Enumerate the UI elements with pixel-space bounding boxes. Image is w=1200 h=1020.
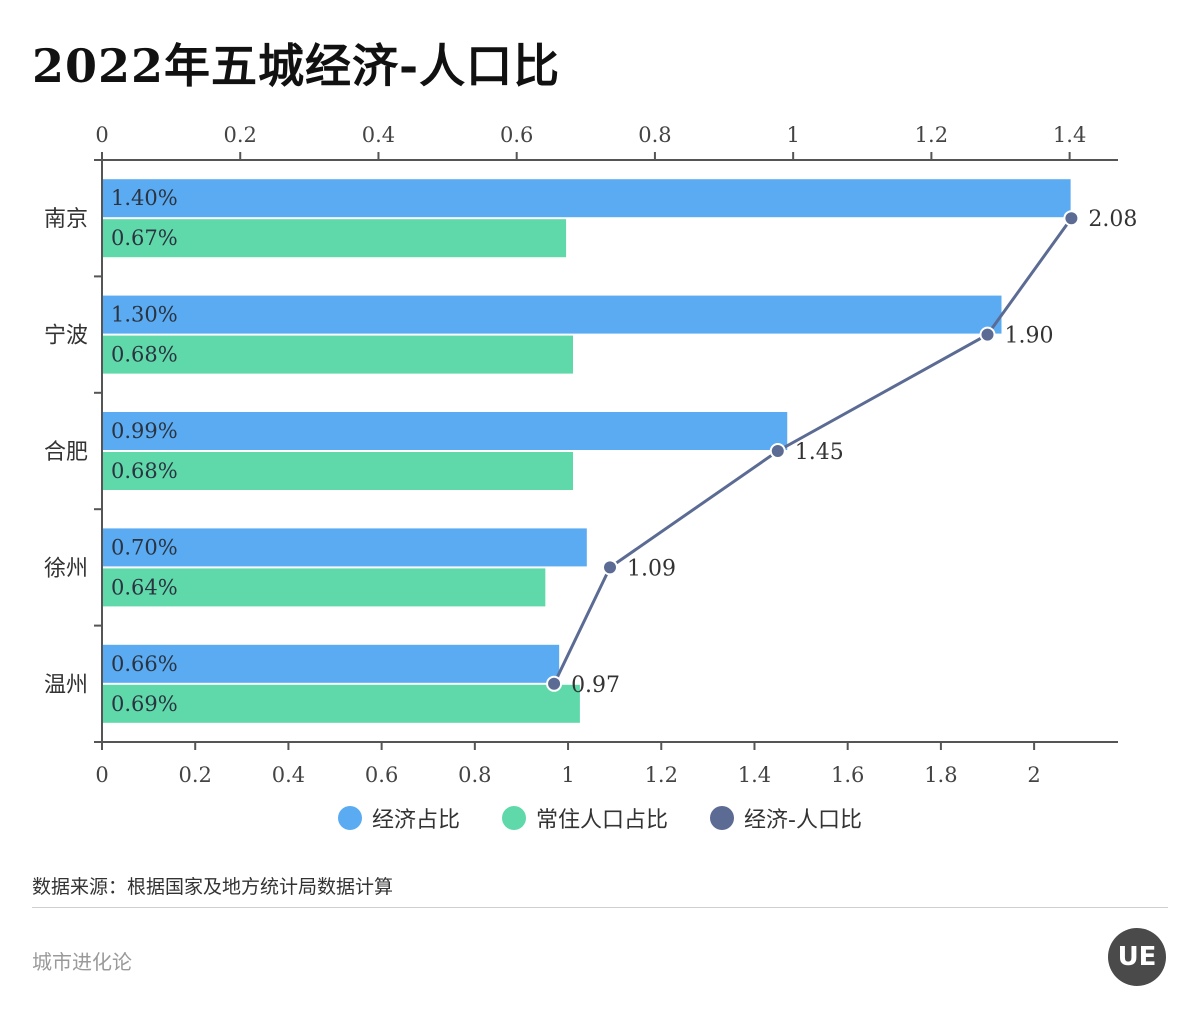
- data-labels: 1.40% 0.67% 1.30% 0.68% 0.99% 0.68% 0.70% 0.64%…: [111, 186, 1137, 716]
- legend-label: 经济-人口比: [744, 808, 862, 833]
- category-label: 温州: [44, 673, 88, 698]
- category-label: 南京: [44, 207, 88, 232]
- divider: [32, 907, 1168, 908]
- bottom-axis-tick-label: 0.4: [272, 763, 305, 787]
- ratio-value-label: 1.09: [627, 556, 676, 581]
- top-axis-tick-label: 1: [786, 123, 799, 147]
- bar-value-label: 0.70%: [111, 535, 178, 559]
- bar: [103, 412, 788, 450]
- chart-title: 2022年五城经济-人口比: [32, 39, 561, 93]
- legend-label: 经济占比: [372, 808, 461, 833]
- source-note: 数据来源：根据国家及地方统计局数据计算: [32, 876, 394, 898]
- bar-value-label: 1.40%: [111, 186, 178, 210]
- legend-marker: [338, 806, 362, 830]
- ratio-point: [602, 559, 618, 576]
- bottom-axis-tick-label: 0.2: [179, 763, 212, 787]
- bottom-axis-tick-label: 1.2: [645, 763, 678, 787]
- brand-name: 城市进化论: [32, 950, 132, 974]
- top-axis-tick-label: 0.6: [500, 123, 533, 147]
- category-label: 合肥: [44, 440, 88, 465]
- bar: [103, 528, 587, 567]
- bottom-axis-tick-label: 0.8: [458, 763, 491, 787]
- category-label: 徐州: [44, 556, 88, 581]
- legend-marker: [502, 806, 527, 830]
- bar-value-label: 0.66%: [111, 652, 178, 676]
- bottom-axis-tick-label: 0.6: [365, 763, 398, 787]
- brand-logo: UE: [1108, 928, 1166, 986]
- bar: [103, 684, 580, 723]
- bar: [103, 644, 560, 683]
- bottom-axis-tick-label: 0: [95, 763, 108, 787]
- ratio-value-label: 2.08: [1088, 207, 1137, 232]
- bottom-axis-tick-label: 1.4: [738, 763, 771, 787]
- top-axis-tick-label: 0.2: [224, 123, 257, 147]
- bar-value-label: 0.69%: [111, 692, 178, 716]
- axes: 0 0.2 0.4 0.6 0.8 1 1.2 1.4 0 0.2 0.4 0.6 0.8 1 1.2 1.4…: [44, 123, 1118, 787]
- top-axis-tick-label: 1.2: [915, 123, 948, 147]
- legend-item-ratio[interactable]: 经济-人口比: [710, 802, 862, 834]
- legend-item-economy[interactable]: 经济占比: [338, 802, 460, 834]
- top-axis-tick-label: 1.4: [1053, 123, 1086, 147]
- bar: [103, 335, 573, 374]
- bar-value-label: 1.30%: [111, 303, 178, 327]
- bottom-axis-tick-label: 2: [1027, 763, 1040, 787]
- legend-label: 常住人口占比: [536, 808, 669, 833]
- bar: [103, 219, 567, 258]
- ratio-point: [769, 443, 786, 459]
- bottom-axis-tick-label: 1.8: [924, 763, 957, 787]
- top-axis-tick-label: 0: [95, 123, 108, 147]
- ratio-point: [1063, 210, 1080, 227]
- legend: 经济占比 常住人口占比 经济-人口比: [0, 802, 1200, 834]
- ratio-value-label: 0.97: [571, 673, 620, 698]
- chart-area: 0 0.2 0.4 0.6 0.8 1 1.2 1.4 0 0.2 0.4 0.6 0.8 1 1.2 1.4…: [44, 123, 1137, 787]
- bottom-axis-tick-label: 1: [561, 763, 574, 787]
- bar: [103, 179, 1071, 218]
- ratio-value-label: 1.45: [795, 440, 844, 465]
- bar-value-label: 0.68%: [111, 459, 178, 483]
- bars: [103, 179, 1071, 723]
- bar-value-label: 0.64%: [111, 575, 178, 599]
- top-axis-tick-label: 0.4: [362, 123, 395, 147]
- legend-item-population[interactable]: 常住人口占比: [502, 802, 668, 834]
- bar: [103, 295, 1002, 334]
- ratio-point: [546, 675, 563, 692]
- bar: [103, 452, 573, 490]
- bottom-axis-tick-label: 1.6: [831, 763, 864, 787]
- category-label: 宁波: [44, 324, 88, 349]
- top-axis-tick-label: 0.8: [638, 123, 671, 147]
- bar-value-label: 0.99%: [111, 419, 178, 443]
- ratio-point: [979, 326, 996, 343]
- ratio-line: [546, 210, 1080, 692]
- bar: [103, 568, 546, 607]
- legend-marker: [710, 806, 735, 830]
- bar-value-label: 0.68%: [111, 343, 178, 367]
- bar-value-label: 0.67%: [111, 226, 178, 250]
- ratio-value-label: 1.90: [1005, 324, 1054, 349]
